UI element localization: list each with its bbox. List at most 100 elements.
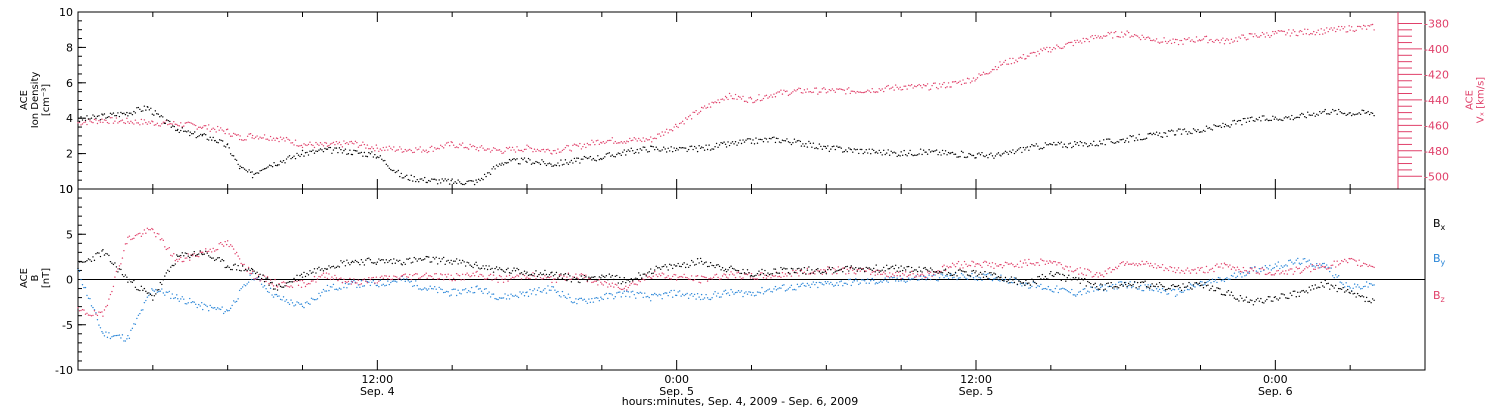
density-series-point: [1001, 153, 1004, 155]
by-series-point: [552, 286, 555, 288]
density-series-point: [399, 175, 401, 178]
density-series-point: [862, 152, 864, 155]
bx-series-point: [670, 264, 672, 266]
bx-series-point: [1217, 287, 1220, 290]
by-series-point: [153, 290, 156, 292]
velocity-series-point: [351, 142, 354, 144]
density-series-point: [1019, 146, 1022, 149]
bx-series-point: [758, 270, 760, 272]
velocity-series-point: [86, 123, 88, 126]
by-series-point: [1075, 295, 1077, 297]
bz-series-point: [1097, 276, 1099, 278]
by-series-point: [505, 298, 508, 300]
bz-series-point: [836, 272, 838, 275]
bx-series-point: [310, 272, 313, 274]
by-series-point: [661, 297, 663, 300]
bx-series-point: [921, 271, 923, 273]
by-series-point: [282, 296, 285, 298]
bx-series-point: [1130, 285, 1133, 287]
density-series-point: [1101, 143, 1103, 145]
bz-series-point: [409, 273, 411, 276]
bx-series-point: [833, 272, 835, 274]
bx-series-point: [919, 270, 922, 272]
bz-series-point: [447, 273, 449, 275]
density-series-point: [582, 158, 584, 160]
velocity-series-point: [728, 92, 731, 95]
velocity-series-point: [178, 125, 180, 127]
velocity-series-point: [363, 143, 366, 146]
density-series-point: [1176, 130, 1178, 132]
bz-series-point: [717, 276, 719, 279]
density-series-point: [150, 107, 152, 110]
bz-series-point: [962, 267, 964, 269]
density-series-point: [381, 158, 383, 160]
bx-series-point: [1238, 300, 1240, 302]
velocity-series-point: [1158, 42, 1161, 44]
by-series-point: [306, 301, 308, 303]
density-series-point: [526, 161, 528, 164]
velocity-series-point: [318, 144, 320, 146]
by-series-point: [1204, 283, 1206, 285]
by-series-point: [112, 335, 115, 337]
by-series-point: [1326, 264, 1328, 266]
bx-series-point: [293, 277, 295, 280]
by-series-point: [1099, 284, 1101, 286]
by-series-point: [909, 279, 911, 281]
density-series-point: [1368, 113, 1371, 116]
bx-series-point: [1100, 283, 1102, 285]
bz-series-point: [868, 268, 870, 271]
bz-series-point: [87, 314, 90, 316]
velocity-series-point: [956, 82, 958, 84]
density-series-point: [589, 155, 592, 158]
by-series-point: [874, 283, 876, 285]
by-series-point: [667, 294, 669, 297]
bz-series-point: [516, 274, 518, 276]
by-series-point: [328, 289, 330, 292]
bx-series-point: [678, 265, 681, 267]
bx-series-point: [591, 276, 593, 278]
density-series-point: [1252, 119, 1255, 122]
bx-series-point: [888, 267, 891, 270]
velocity-series-point: [577, 145, 580, 147]
density-series-point: [968, 152, 970, 155]
bz-series-point: [673, 273, 675, 276]
velocity-series-point: [1274, 30, 1277, 33]
density-series-point: [1066, 146, 1068, 149]
by-series-point: [928, 274, 930, 276]
density-series-point: [1071, 146, 1073, 149]
bz-series-point: [1119, 262, 1121, 265]
velocity-series-point: [925, 85, 927, 87]
by-series-point: [1198, 284, 1201, 287]
velocity-series-point: [817, 93, 819, 95]
bx-series-point: [932, 271, 935, 273]
density-series-point: [935, 149, 938, 151]
bz-series-point: [1244, 269, 1246, 272]
bz-series-point: [469, 275, 471, 278]
bx-series-point: [576, 278, 578, 280]
bx-series-point: [1279, 297, 1281, 299]
velocity-series-point: [984, 73, 986, 75]
bx-series-point: [263, 280, 266, 283]
density-series-point: [136, 107, 138, 109]
density-series-point: [1056, 144, 1058, 146]
bz-series-point: [651, 277, 653, 280]
velocity-series-point: [376, 147, 379, 149]
density-series-point: [965, 156, 967, 159]
velocity-series-point: [700, 106, 703, 109]
bz-series-point: [322, 272, 325, 274]
bz-series-point: [1199, 267, 1202, 269]
density-series-point: [1129, 135, 1131, 137]
bx-series-point: [332, 265, 335, 267]
bz-series-point: [1261, 267, 1264, 269]
by-series-point: [1188, 289, 1190, 291]
velocity-series-point: [689, 114, 691, 117]
density-series-point: [736, 144, 738, 146]
bz-series-point: [1106, 272, 1108, 275]
density-series-point: [96, 115, 99, 118]
bx-series-point: [796, 268, 799, 270]
bz-series-point: [771, 274, 774, 277]
velocity-series-point: [949, 86, 951, 88]
bz-series-point: [1040, 258, 1042, 260]
density-series-point: [422, 179, 424, 182]
bx-series-point: [322, 270, 325, 272]
